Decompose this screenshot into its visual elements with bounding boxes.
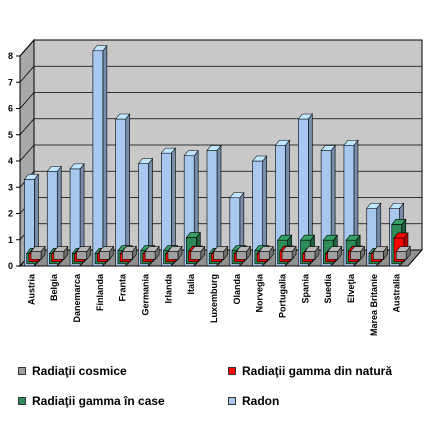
x-axis-labels: Austria Belgia Danemarca Finlanda Franta Germ… [26,273,401,336]
x-category-label: Suedia [323,273,333,304]
y-tick-label: 8 [8,51,13,61]
x-category-label: Franta [118,273,128,302]
x-category-label: Finlanda [95,273,105,311]
x-category-label: Spania [300,273,310,304]
bar-3-3 [92,44,108,267]
x-category-label: Irlanda [163,273,173,304]
legend-swatch-natural-gamma [228,367,236,375]
y-axis-ticks: 0 1 2 3 4 5 6 7 8 [8,51,408,271]
y-tick-label: 2 [8,209,13,219]
x-category-label: Belgia [49,273,59,301]
x-category-label: Portugalia [277,273,287,318]
legend-swatch-cosmic [18,367,26,375]
bar-3-8 [206,144,222,267]
bars-group [23,44,411,267]
legend-item-natural-gamma: Radiaţii gamma din natură [228,364,392,378]
bar-0-16 [395,245,411,261]
gridline [19,118,422,136]
x-category-label: Olanda [232,273,242,305]
x-category-label: Germania [141,273,151,316]
bar-0-8 [212,245,229,261]
gridline [19,92,422,109]
y-tick-label: 7 [8,77,13,87]
legend-swatch-radon [228,397,236,405]
legend-label-natural-gamma: Radiaţii gamma din natură [242,364,393,378]
bar-0-1 [53,245,69,261]
x-category-label: Australia [392,273,402,313]
legend-label-indoor-gamma: Radiaţii gamma în case [32,394,165,408]
y-tick-label: 1 [8,235,13,245]
y-tick-label: 3 [8,182,13,192]
legend-label-radon: Radon [242,394,280,408]
bar-3-10 [252,155,268,267]
y-tick-label: 5 [8,130,13,140]
bar-3-6 [160,147,176,267]
y-tick-label: 4 [8,156,13,166]
bar-0-9 [235,245,252,261]
x-category-label: Luxemburg [209,274,219,323]
legend-item-radon: Radon [228,394,279,408]
x-category-label: Danemarca [72,273,82,323]
bar-0-7 [190,245,206,261]
bar-3-4 [115,113,131,267]
x-category-label: Marea Britanie [369,274,379,336]
y-tick-label: 0 [8,261,13,271]
legend-item-cosmic: Radiaţii cosmice [18,364,127,378]
bar-0-0 [30,245,46,261]
bar-0-11 [281,245,297,261]
bar-0-13 [327,245,343,261]
bar-0-10 [258,245,274,261]
y-tick-label: 6 [8,104,13,114]
legend-swatch-indoor-gamma [18,397,26,405]
gridline [19,65,422,83]
bar-0-6 [167,245,183,261]
gridline [19,39,422,57]
gridline [19,144,422,162]
legend-item-indoor-gamma: Radiaţii gamma în case [18,394,165,408]
bar-0-15 [372,245,388,261]
bar-0-4 [121,245,137,261]
bar-0-3 [98,245,115,261]
bar-0-5 [144,245,160,261]
x-category-label: Italia [186,273,196,295]
bar-0-2 [76,245,92,261]
x-category-label: Austria [26,273,36,305]
x-category-label: Norvegia [255,273,265,313]
bar-0-14 [349,245,366,261]
bar-0-12 [304,245,320,261]
x-category-label: Elveţia [346,273,356,303]
legend-label-cosmic: Radiaţii cosmice [32,364,127,378]
